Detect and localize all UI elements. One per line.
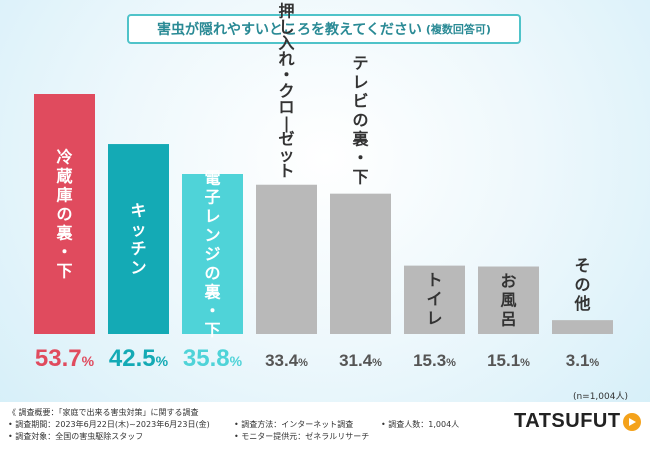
category-label-6: トイレ [426,271,442,328]
bar-2 [108,144,169,334]
sample-size-label: (n=1,004人) [572,392,628,402]
chart-title: 害虫が隠れやすいところを教えてください [157,22,422,38]
tatsufuto-logo: TATSU FUT [514,410,641,433]
value-label-7: 15.1% [487,351,530,370]
value-label-4: 33.4% [265,351,308,370]
footer [0,402,650,450]
category-label-4: 押し入れ・クロ|ゼット [278,2,294,181]
bar-5 [330,193,391,334]
survey-method: • 調査方法：インターネット調査 [234,420,354,429]
value-label-3: 35.8% [183,345,243,372]
survey-target: • 調査対象：全国の害虫駆除スタッフ [8,432,144,441]
value-label-6: 15.3% [413,351,456,370]
survey-summary: 《 調査概要：「家庭で出来る害虫対策」に関する調査 [8,408,199,417]
category-label-3: 電子レンジの裏・下 [203,169,221,340]
bar-6 [404,265,465,334]
chart-title-box: 害虫が隠れやすいところを教えてください (複数回答可) [127,14,521,44]
value-label-2: 42.5% [109,345,169,372]
survey-count: • 調査人数：1,004人 [381,420,460,429]
category-label-7: お風呂 [500,272,516,329]
bar-8 [552,320,613,334]
category-label-2: キッチン [130,201,146,277]
bar-3 [182,174,243,334]
value-label-5: 31.4% [339,351,382,370]
play-icon [622,412,641,431]
bar-4 [256,184,317,334]
bar-7 [478,266,539,334]
category-label-8: その他 [573,256,590,313]
category-label-1: 冷蔵庫の裏・下 [55,148,73,281]
value-label-1: 53.7% [35,345,95,372]
monitor-provider: • モニター提供元：ゼネラルリサーチ [234,432,370,441]
survey-period: • 調査期間：2023年6月22日(木)~2023年6月23日(金) [8,420,210,429]
bar-1 [34,94,95,334]
chart-subtitle: (複数回答可) [425,23,491,36]
category-label-5: テレビの裏・下 [351,54,369,187]
value-label-8: 3.1% [566,351,600,370]
